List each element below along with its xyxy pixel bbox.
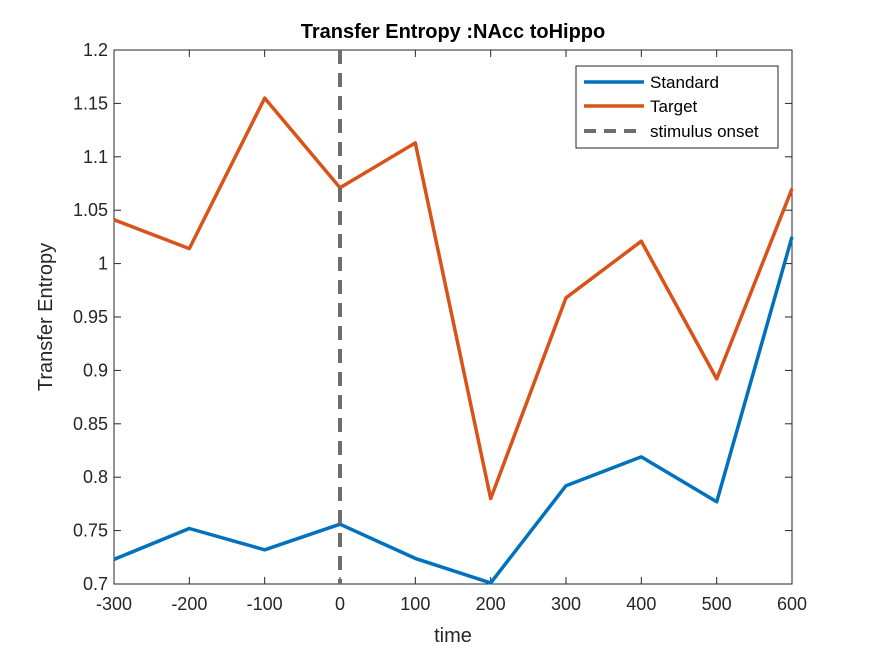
tick-labels: -300 -200 -100 0 100 200 300 400 500 600 0.7 0.75 0.… [73, 40, 807, 614]
x-axis-label: time [434, 625, 472, 647]
chart-title: Transfer Entropy :NAcc toHippo [301, 21, 605, 43]
x-tick-label: -100 [247, 594, 283, 614]
x-tick-label: 100 [400, 594, 430, 614]
y-tick-label: 1 [98, 254, 108, 274]
y-tick-label: 1.1 [83, 147, 108, 167]
series-lines [113, 50, 794, 585]
y-tick-label: 0.8 [83, 467, 108, 487]
legend: Standard Target stimulus onset [575, 65, 779, 149]
y-tick-label: 0.9 [83, 360, 108, 380]
x-tick-label: -300 [96, 594, 132, 614]
y-tick-label: 0.75 [73, 521, 108, 541]
y-tick-label: 0.85 [73, 414, 108, 434]
y-tick-label: 0.95 [73, 307, 108, 327]
y-tick-label: 1.15 [73, 93, 108, 113]
y-tick-label: 1.2 [83, 40, 108, 60]
series-line-standard [113, 236, 794, 585]
series-line-target [113, 96, 794, 501]
x-tick-label: 300 [551, 594, 581, 614]
y-tick-label: 0.7 [83, 574, 108, 594]
legend-label-target: Target [650, 97, 698, 116]
x-tick-label: 500 [702, 594, 732, 614]
legend-label-stimulus-onset: stimulus onset [650, 122, 759, 141]
y-axis-label: Transfer Entropy [35, 243, 57, 391]
x-tick-label: 600 [777, 594, 807, 614]
x-tick-label: 400 [626, 594, 656, 614]
x-tick-label: -200 [171, 594, 207, 614]
x-tick-label: 200 [476, 594, 506, 614]
x-tick-label: 0 [335, 594, 345, 614]
legend-label-standard: Standard [650, 73, 719, 92]
y-tick-label: 1.05 [73, 200, 108, 220]
